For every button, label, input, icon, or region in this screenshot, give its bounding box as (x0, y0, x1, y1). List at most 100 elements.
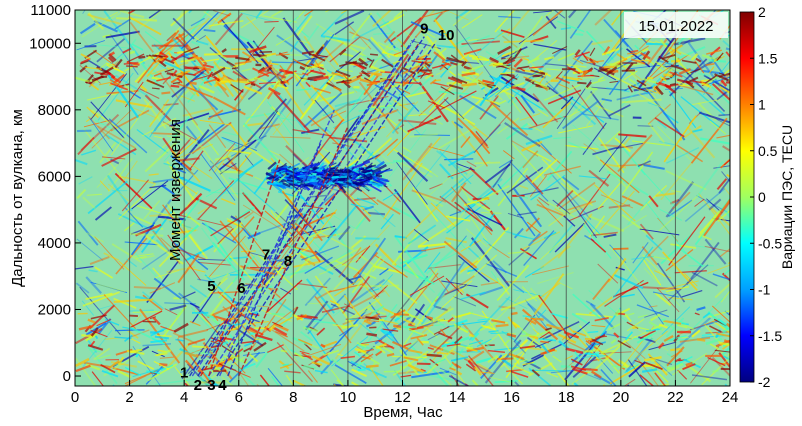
x-tick-label: 18 (558, 389, 575, 406)
colorbar-ticks: -2-1.5-1-0.500.511.52 (750, 4, 782, 390)
band-track (232, 68, 238, 69)
band-track (627, 53, 636, 54)
band-track (578, 75, 594, 76)
x-tick-label: 8 (289, 389, 297, 406)
x-tick-label: 14 (449, 389, 466, 406)
band-track (427, 355, 442, 356)
band-track (335, 181, 351, 182)
band-track (370, 54, 378, 55)
band-track (189, 83, 196, 84)
band-track (585, 339, 592, 340)
texture-track (204, 30, 216, 31)
texture-track (465, 384, 500, 407)
band-track (281, 351, 287, 352)
colorbar-label: Вариации ПЭС, TECU (779, 125, 795, 269)
texture-track (257, 384, 285, 409)
band-track (729, 314, 740, 316)
y-tick-label: 11000 (30, 2, 71, 19)
band-track (276, 54, 290, 55)
colorbar-tick-label: -2 (758, 374, 771, 390)
texture-track (241, 251, 256, 252)
band-track (358, 370, 366, 371)
y-tick-label: 0 (63, 368, 71, 385)
band-track (513, 85, 518, 86)
band-track (577, 83, 586, 84)
band-track (496, 325, 509, 326)
texture-track (369, 321, 379, 322)
texture-track (307, 303, 329, 304)
band-track (192, 346, 206, 347)
front-label-3: 3 (207, 377, 215, 394)
x-tick-label: 10 (340, 389, 357, 406)
colorbar-tick-label: 1.5 (758, 50, 778, 66)
date-label: 15.01.2022 (638, 18, 713, 35)
band-track (129, 316, 138, 317)
band-track (491, 333, 508, 334)
band-track (138, 57, 145, 58)
band-track (394, 55, 406, 56)
band-track (251, 84, 255, 85)
band-track (366, 334, 376, 336)
x-tick-label: 16 (503, 389, 520, 406)
front-label-10: 10 (438, 27, 455, 44)
x-tick-label: 6 (235, 389, 243, 406)
y-tick-label: 4000 (38, 235, 71, 252)
colorbar-tick-label: -1.5 (758, 328, 782, 344)
eruption-annotation: Момент извержения (167, 119, 184, 261)
x-tick-label: 22 (667, 389, 684, 406)
texture-track (530, 370, 570, 371)
texture-track (304, 386, 319, 406)
band-track (461, 84, 476, 86)
band-track (167, 73, 174, 74)
texture-track (574, 34, 583, 35)
band-track (610, 64, 621, 66)
band-track (661, 319, 665, 320)
front-label-9: 9 (420, 20, 428, 37)
band-track (366, 366, 379, 367)
colorbar-tick-label: -1 (758, 282, 771, 298)
band-track (393, 326, 402, 327)
band-track (171, 86, 180, 87)
texture-track (360, 285, 399, 286)
y-tick-label: 2000 (38, 301, 71, 318)
x-tick-label: 20 (612, 389, 629, 406)
band-track (271, 314, 285, 315)
texture-track (161, 92, 170, 93)
colorbar-tick-label: 0.5 (758, 143, 778, 159)
y-tick-label: 6000 (38, 168, 71, 185)
band-track (204, 54, 220, 55)
y-axis-label: Дальность от вулкана, км (9, 109, 26, 287)
x-tick-label: 2 (125, 389, 133, 406)
band-track (148, 57, 154, 58)
x-tick-label: 0 (71, 389, 79, 406)
front-label-7: 7 (262, 247, 270, 264)
band-track (530, 318, 543, 320)
texture-track (105, 0, 140, 10)
texture-track (475, 162, 500, 163)
x-tick-label: 24 (722, 389, 739, 406)
texture-track (628, 385, 663, 421)
y-tick-label: 10000 (29, 35, 71, 52)
band-track (152, 88, 160, 89)
texture-track (272, 62, 299, 63)
band-track (637, 60, 650, 61)
band-track (585, 88, 597, 90)
x-axis-label: Время, Час (363, 404, 443, 421)
x-tick-label: 4 (180, 389, 188, 406)
band-track (663, 74, 672, 75)
front-label-2: 2 (194, 377, 202, 394)
texture-track (513, 128, 533, 129)
front-label-5: 5 (207, 278, 215, 295)
texture-track (133, 312, 162, 313)
band-track (126, 66, 138, 67)
colorbar-tick-label: 1 (758, 97, 766, 113)
front-label-1: 1 (180, 365, 188, 382)
band-track (310, 171, 315, 172)
band-track (540, 341, 549, 342)
colorbar-tick-label: 0 (758, 189, 766, 205)
band-track (520, 335, 536, 336)
band-track (438, 320, 444, 321)
band-track (697, 339, 705, 340)
front-label-6: 6 (237, 280, 245, 297)
